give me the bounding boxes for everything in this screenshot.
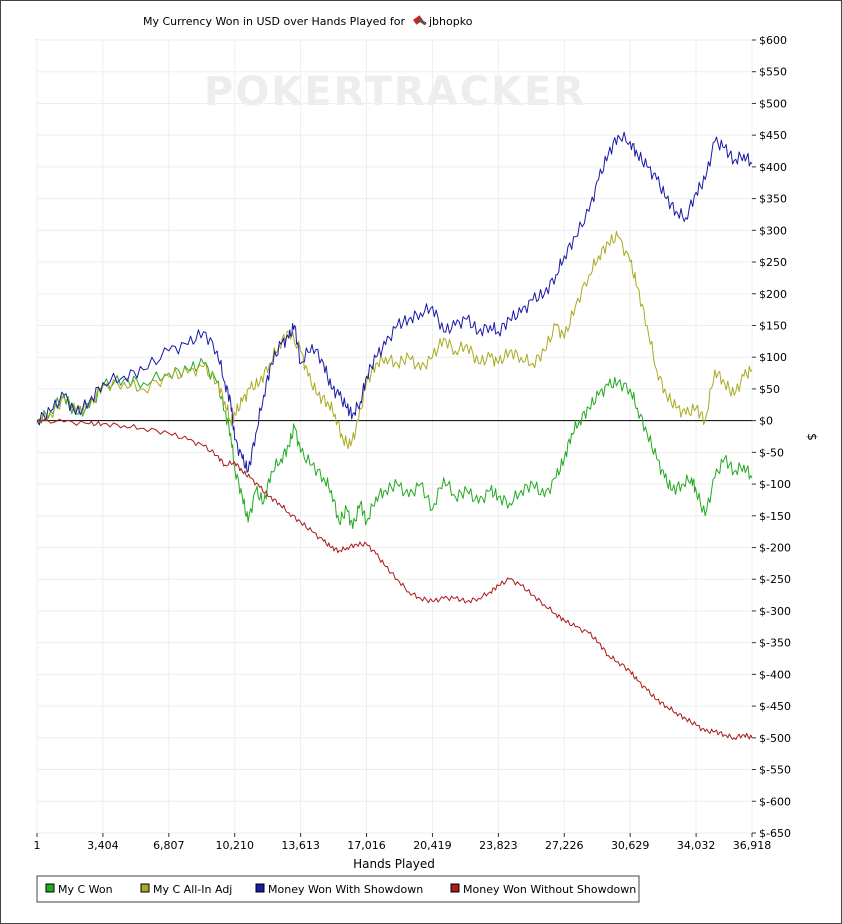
y-tick-label: $-300 bbox=[759, 605, 791, 618]
x-tick-label: 10,210 bbox=[215, 839, 254, 852]
series-lines bbox=[36, 131, 753, 741]
legend-items: My C Won My C All-In Adj Money Won With Sh… bbox=[45, 883, 636, 896]
x-tick-label: 30,629 bbox=[611, 839, 650, 852]
player-name: jbhopko bbox=[428, 15, 473, 28]
legend-label: My C All-In Adj bbox=[153, 883, 232, 896]
series-line-1 bbox=[36, 230, 753, 450]
y-tick-label: $-500 bbox=[759, 732, 791, 745]
y-tick-label: $-550 bbox=[759, 764, 791, 777]
y-tick-label: $0 bbox=[759, 415, 773, 428]
series-line-2 bbox=[36, 131, 753, 473]
y-tick-label: $350 bbox=[759, 193, 787, 206]
y-tick-label: $300 bbox=[759, 224, 787, 237]
y-tick-label: $250 bbox=[759, 256, 787, 269]
y-tick-label: $500 bbox=[759, 97, 787, 110]
watermark: POKERTRACKER bbox=[204, 69, 586, 115]
legend-swatch bbox=[255, 883, 265, 893]
y-tick-label: $600 bbox=[759, 34, 787, 47]
x-tick-label: 20,419 bbox=[413, 839, 452, 852]
x-axis-ticks: 1 3,404 6,807 10,210 13,613 17,016 20,419 23,82… bbox=[34, 833, 772, 852]
legend bbox=[36, 875, 640, 903]
x-tick-label: 13,613 bbox=[281, 839, 320, 852]
x-tick-label: 6,807 bbox=[153, 839, 185, 852]
y-tick-label: $-200 bbox=[759, 542, 791, 555]
y-tick-label: $150 bbox=[759, 319, 787, 332]
y-tick-label: $-600 bbox=[759, 795, 791, 808]
y-tick-label: $400 bbox=[759, 161, 787, 174]
x-tick-label: 36,918 bbox=[733, 839, 772, 852]
y-tick-label: $-50 bbox=[759, 446, 784, 459]
y-tick-label: $450 bbox=[759, 129, 787, 142]
legend-label: My C Won bbox=[58, 883, 113, 896]
legend-label: Money Won Without Showdown bbox=[463, 883, 636, 896]
x-tick-label: 17,016 bbox=[347, 839, 386, 852]
y-tick-label: $-350 bbox=[759, 637, 791, 650]
x-tick-label: 27,226 bbox=[545, 839, 584, 852]
y-tick-label: $-150 bbox=[759, 510, 791, 523]
plot-area bbox=[36, 39, 753, 834]
y-tick-label: $50 bbox=[759, 383, 780, 396]
chart-title: My Currency Won in USD over Hands Played… bbox=[143, 15, 406, 28]
y-tick-label: $-450 bbox=[759, 700, 791, 713]
y-tick-label: $-250 bbox=[759, 573, 791, 586]
gridlines bbox=[36, 39, 753, 834]
y-tick-label: $550 bbox=[759, 66, 787, 79]
x-tick-label: 34,032 bbox=[677, 839, 716, 852]
y-tick-label: $-100 bbox=[759, 478, 791, 491]
x-tick-label: 23,823 bbox=[479, 839, 518, 852]
player-icon bbox=[413, 15, 427, 26]
legend-swatch bbox=[450, 883, 460, 893]
y-axis-ticks: $600 $550 $500 $450 $400 $350 $300 $250 $200 $150… bbox=[752, 34, 791, 840]
series-line-3 bbox=[36, 418, 753, 741]
x-axis-title: Hands Played bbox=[353, 857, 435, 871]
y-tick-label: $-650 bbox=[759, 827, 791, 840]
y-tick-label: $100 bbox=[759, 351, 787, 364]
y-axis-title: $ bbox=[805, 433, 819, 441]
x-tick-label: 1 bbox=[34, 839, 41, 852]
x-tick-label: 3,404 bbox=[87, 839, 119, 852]
legend-swatch bbox=[140, 883, 150, 893]
y-tick-label: $-400 bbox=[759, 668, 791, 681]
legend-label: Money Won With Showdown bbox=[268, 883, 423, 896]
y-tick-label: $200 bbox=[759, 288, 787, 301]
legend-swatch bbox=[45, 883, 55, 893]
